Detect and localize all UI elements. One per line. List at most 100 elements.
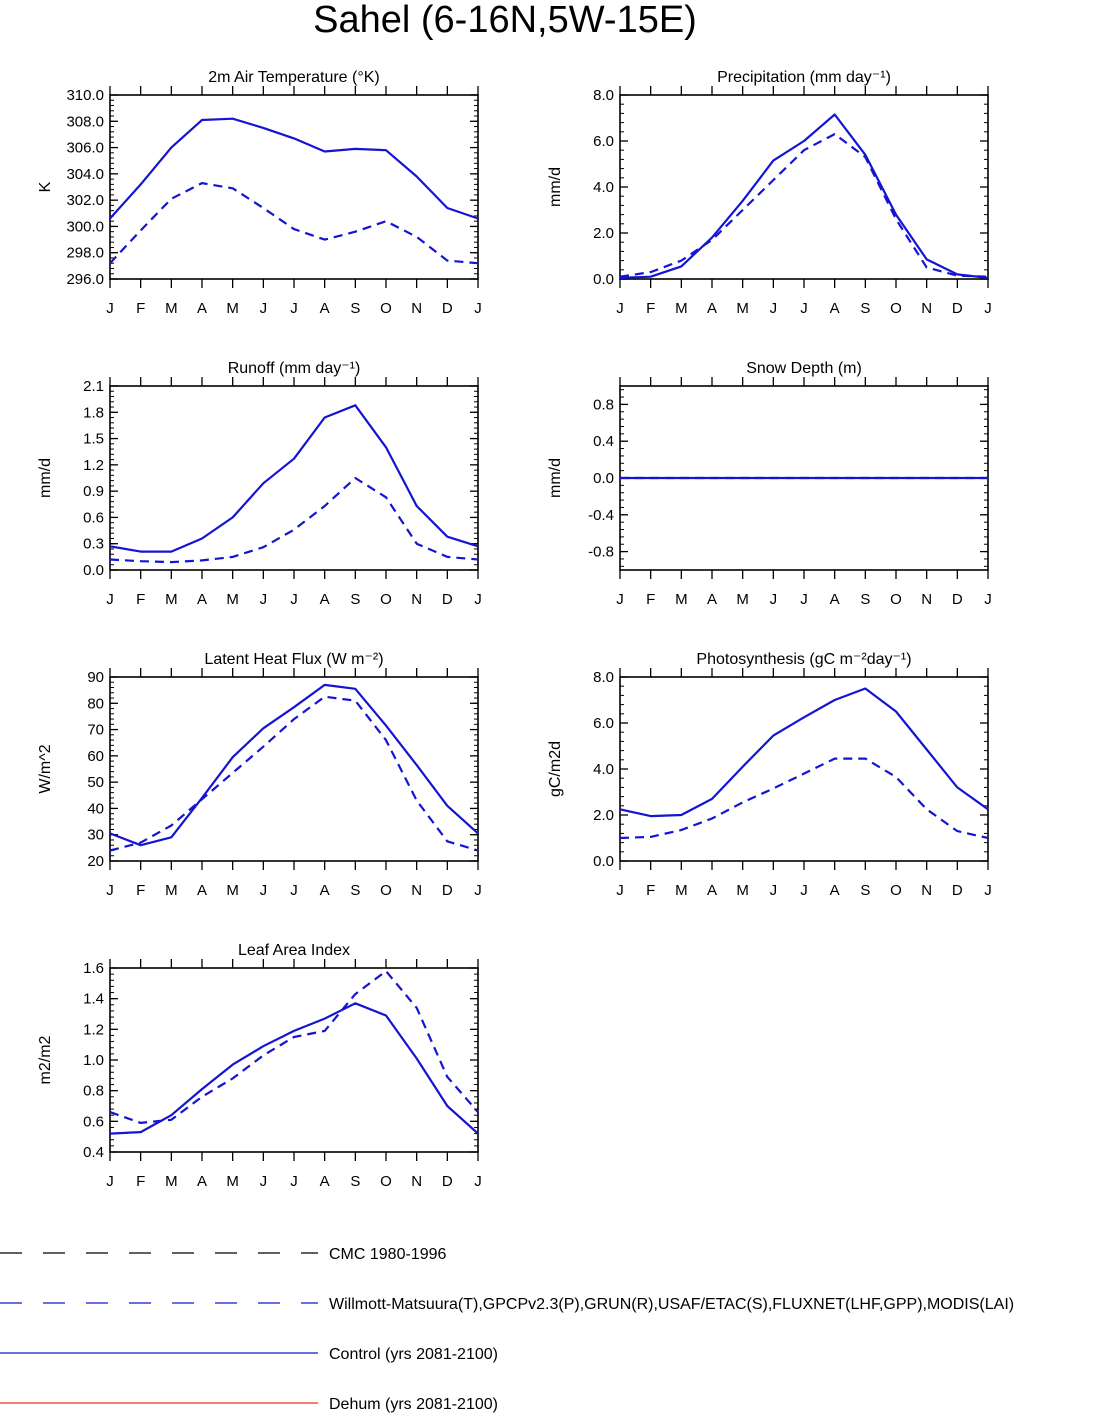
panel-snow: Snow Depth (m) -0.8 -0.4 0.0 0.4 0.8 J F M A M J J A S…: [547, 360, 992, 608]
plot-frame: [619, 94, 989, 280]
y-tick-label: 302.0: [66, 192, 104, 209]
x-tick-label: J: [800, 300, 808, 317]
plot-frame: [109, 676, 479, 862]
x-tick-label: A: [197, 1173, 207, 1190]
series-line-observed: [109, 695, 479, 852]
plot-frame: [109, 94, 479, 280]
x-tick-label: J: [106, 1173, 114, 1190]
plot-frame: [109, 967, 479, 1153]
y-tick-label: 0.4: [83, 1144, 104, 1161]
y-tick-label: 1.8: [83, 404, 104, 421]
x-tick-label: J: [260, 300, 268, 317]
x-tick-label: N: [921, 591, 932, 608]
panel-title: Photosynthesis (gC m⁻²day⁻¹): [696, 651, 911, 668]
y-tick-label: 308.0: [66, 113, 104, 130]
series-line-observed: [109, 969, 479, 1125]
y-tick-label: -0.4: [588, 507, 614, 524]
x-tick-label: N: [411, 300, 422, 317]
x-tick-label: F: [646, 300, 655, 317]
y-tick-label: 2.1: [83, 378, 104, 395]
x-tick-label: J: [474, 300, 482, 317]
y-tick-label: 298.0: [66, 245, 104, 262]
x-tick-label: A: [320, 300, 330, 317]
x-tick-label: J: [984, 591, 992, 608]
y-tick-label: 70: [87, 722, 104, 739]
y-tick-label: 310.0: [66, 87, 104, 104]
x-tick-label: J: [984, 882, 992, 899]
x-tick-label: J: [106, 300, 114, 317]
series-line-control: [109, 117, 479, 220]
y-tick-label: 1.2: [83, 1021, 104, 1038]
x-tick-label: M: [736, 591, 749, 608]
x-tick-label: J: [474, 591, 482, 608]
y-tick-label: 0.0: [593, 271, 614, 288]
panel-lhf: Latent Heat Flux (W m⁻²) 20 30 40 50 60 70 80 90…: [37, 651, 482, 899]
x-tick-label: S: [350, 591, 360, 608]
x-tick-label: F: [646, 882, 655, 899]
y-tick-label: 296.0: [66, 271, 104, 288]
y-tick-label: 1.5: [83, 431, 104, 448]
series-line-observed: [109, 476, 479, 564]
x-tick-label: M: [165, 882, 178, 899]
x-tick-label: O: [380, 591, 392, 608]
series-line-observed: [619, 133, 989, 278]
y-tick-label: 0.0: [593, 853, 614, 870]
x-tick-label: F: [646, 591, 655, 608]
legend-label: Dehum (yrs 2081-2100): [329, 1396, 498, 1413]
x-tick-label: J: [474, 1173, 482, 1190]
series-line-control: [619, 687, 989, 818]
y-tick-label: -0.8: [588, 544, 614, 561]
x-tick-label: J: [260, 882, 268, 899]
x-tick-label: M: [226, 300, 239, 317]
x-tick-label: M: [226, 882, 239, 899]
x-tick-label: S: [350, 1173, 360, 1190]
x-tick-label: A: [830, 300, 840, 317]
x-tick-label: D: [442, 882, 453, 899]
legend-label: Control (yrs 2081-2100): [329, 1346, 498, 1363]
panel-lai: Leaf Area Index 0.4 0.6 0.8 1.0 1.2 1.4 1.6 J F M A…: [37, 942, 482, 1190]
x-tick-label: D: [952, 882, 963, 899]
x-tick-label: O: [380, 882, 392, 899]
y-axis-label: gC/m2d: [547, 741, 564, 797]
x-tick-label: A: [830, 882, 840, 899]
y-tick-label: 0.3: [83, 536, 104, 553]
panel-title: Runoff (mm day⁻¹): [228, 360, 361, 377]
x-tick-label: M: [736, 882, 749, 899]
x-tick-label: J: [290, 300, 298, 317]
x-tick-label: M: [165, 300, 178, 317]
y-axis-label: mm/d: [37, 458, 54, 498]
x-tick-label: A: [707, 882, 717, 899]
x-tick-label: F: [136, 1173, 145, 1190]
y-axis-label: W/m^2: [37, 744, 54, 793]
series-line-observed: [109, 182, 479, 265]
panel-temp: 2m Air Temperature (°K) 296.0 298.0 300.0 30…: [37, 69, 482, 317]
x-tick-label: J: [770, 591, 778, 608]
x-tick-label: A: [320, 882, 330, 899]
figure-title: Sahel (6-16N,5W-15E): [313, 0, 697, 41]
panel-precip: Precipitation (mm day⁻¹) 0.0 2.0 4.0 6.0 8.0 J…: [547, 69, 992, 317]
y-axis-label: m2/m2: [37, 1035, 54, 1084]
x-tick-label: D: [442, 1173, 453, 1190]
x-tick-label: A: [197, 591, 207, 608]
x-tick-label: J: [616, 300, 624, 317]
x-tick-label: A: [707, 300, 717, 317]
y-tick-label: 4.0: [593, 179, 614, 196]
x-tick-label: J: [474, 882, 482, 899]
x-tick-label: J: [260, 1173, 268, 1190]
y-tick-label: 0.8: [83, 1083, 104, 1100]
x-tick-label: F: [136, 300, 145, 317]
y-tick-label: 6.0: [593, 133, 614, 150]
x-tick-label: J: [106, 882, 114, 899]
x-tick-label: D: [442, 300, 453, 317]
y-tick-label: 6.0: [593, 715, 614, 732]
y-tick-label: 1.0: [83, 1052, 104, 1069]
panel-title: 2m Air Temperature (°K): [208, 69, 380, 86]
x-tick-label: M: [226, 1173, 239, 1190]
x-tick-label: D: [442, 591, 453, 608]
y-tick-label: 0.0: [83, 562, 104, 579]
x-tick-label: M: [675, 591, 688, 608]
panel-runoff: Runoff (mm day⁻¹) 0.0 0.3 0.6 0.9 1.2 1.5 1.8 2.…: [37, 360, 482, 608]
y-tick-label: 1.2: [83, 457, 104, 474]
y-tick-label: 30: [87, 827, 104, 844]
y-tick-label: 60: [87, 748, 104, 765]
